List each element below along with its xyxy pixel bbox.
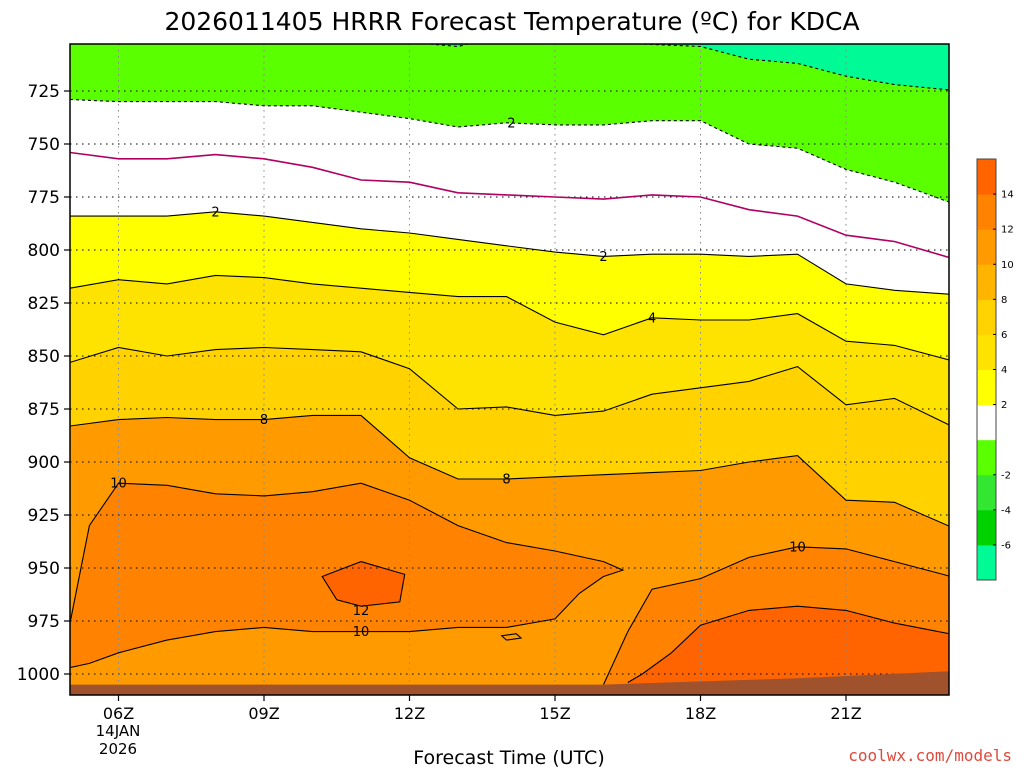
- y-tick-label-1000: 1000: [17, 665, 60, 685]
- y-tick-label-825: 825: [28, 294, 60, 314]
- isotherm-4: [70, 274, 949, 361]
- x-tick-label-15Z: 15Z: [539, 704, 570, 723]
- colorbar-label-8: 12: [1001, 225, 1014, 236]
- x-tick-label-18Z: 18Z: [685, 704, 716, 723]
- x-tick-label-12Z: 12Z: [394, 704, 425, 723]
- y-tick-label-975: 975: [28, 612, 60, 632]
- colorbar-swatch-9: [977, 229, 996, 265]
- isotherm-label-2: 2: [599, 250, 607, 265]
- colorbar-label-1: -4: [1001, 505, 1011, 516]
- band-4: [70, 347, 949, 527]
- date-label-line2: 2026: [99, 740, 137, 758]
- isotherm-7: [70, 482, 625, 669]
- y-tick-label-750: 750: [28, 135, 60, 155]
- colorbar-swatch-10: [977, 194, 996, 230]
- band-1: [70, 99, 949, 295]
- colorbar-label-5: 6: [1001, 330, 1007, 341]
- isotherm-9: [321, 561, 406, 607]
- isotherm-8: [603, 546, 949, 685]
- colorbar-label-4: 4: [1001, 365, 1007, 376]
- band-12-right: [627, 606, 949, 695]
- colorbar-swatch-0: [977, 544, 996, 581]
- plot-frame: [69, 43, 950, 696]
- y-tick-label-925: 925: [28, 506, 60, 526]
- colorbar-label-9: 14: [1001, 190, 1014, 201]
- band-0: [70, 44, 949, 203]
- isotherm-label-9: 10: [353, 625, 370, 640]
- colorbar-swatch-3: [977, 439, 996, 476]
- colorbar-swatch-8: [977, 264, 996, 300]
- isotherm-11: [500, 633, 523, 641]
- isotherm-label-4: 8: [260, 413, 268, 428]
- x-tick-label-06Z: 06Z: [103, 704, 134, 723]
- isotherm-5: [70, 346, 949, 426]
- isotherm-label-0: 2: [507, 116, 515, 131]
- colorbar-swatch-4: [977, 404, 996, 441]
- isotherm-6: [70, 414, 949, 527]
- y-tick-label-900: 900: [28, 453, 60, 473]
- isotherm-label-8: 12: [353, 604, 370, 619]
- isotherm-1: [70, 98, 949, 203]
- plot-area: 2 2 2 4 8 8 10 10 12 10: [70, 44, 949, 695]
- isotherm-label-6: 10: [110, 477, 127, 492]
- x-tick-label-09Z: 09Z: [248, 704, 279, 723]
- isotherm-10: [627, 605, 949, 683]
- x-axis-label: Forecast Time (UTC): [413, 747, 604, 768]
- colorbar-label-0: -6: [1001, 540, 1011, 551]
- isotherm-label-5: 8: [502, 472, 510, 487]
- x-axis: 06Z 09Z 12Z 15Z 18Z 21Z: [103, 695, 862, 723]
- isotherm-label-3: 4: [648, 311, 656, 326]
- y-tick-label-775: 775: [28, 188, 60, 208]
- chart-title: 2026011405 HRRR Forecast Temperature (ºC…: [164, 7, 859, 36]
- isotherm-label-1: 2: [211, 205, 219, 220]
- band-3: [70, 275, 949, 425]
- isotherm-2: [70, 151, 949, 259]
- y-axis: 725 750 775 800 825 850 875 900 925 950 975 1000: [17, 82, 70, 685]
- colorbar-swatch-6: [977, 334, 996, 370]
- colorbar-swatch-5: [977, 369, 996, 406]
- isotherm-3: [70, 211, 949, 295]
- ground: [70, 671, 949, 695]
- colorbar-swatch-2: [977, 474, 996, 511]
- band-2: [70, 211, 949, 360]
- temperature-bands: [70, 44, 949, 695]
- colorbar-swatch-7: [977, 299, 996, 335]
- colorbar-label-3: 2: [1001, 400, 1007, 411]
- grid-lines: [70, 44, 949, 695]
- y-tick-label-725: 725: [28, 82, 60, 102]
- y-tick-label-875: 875: [28, 400, 60, 420]
- colorbar-label-6: 8: [1001, 295, 1007, 306]
- isotherm-lines: [70, 44, 949, 685]
- date-label-line1: 14JAN: [96, 722, 141, 740]
- credit-text[interactable]: coolwx.com/models: [848, 746, 1012, 765]
- colorbar: -6 -4 -2 2 4 6 8 10 12 14: [976, 158, 1014, 581]
- y-tick-label-800: 800: [28, 241, 60, 261]
- y-tick-label-850: 850: [28, 347, 60, 367]
- colorbar-swatch-11: [977, 159, 996, 195]
- isotherm-label-7: 10: [789, 540, 806, 555]
- colorbar-label-7: 10: [1001, 260, 1014, 271]
- colorbar-label-2: -2: [1001, 470, 1011, 481]
- isotherm-labels: 2 2 2 4 8 8 10 10 12 10: [110, 116, 806, 640]
- ground-fill: [70, 671, 949, 695]
- x-tick-label-21Z: 21Z: [830, 704, 861, 723]
- colorbar-swatch-1: [977, 509, 996, 546]
- band-12-left: [322, 561, 405, 607]
- y-tick-label-950: 950: [28, 559, 60, 579]
